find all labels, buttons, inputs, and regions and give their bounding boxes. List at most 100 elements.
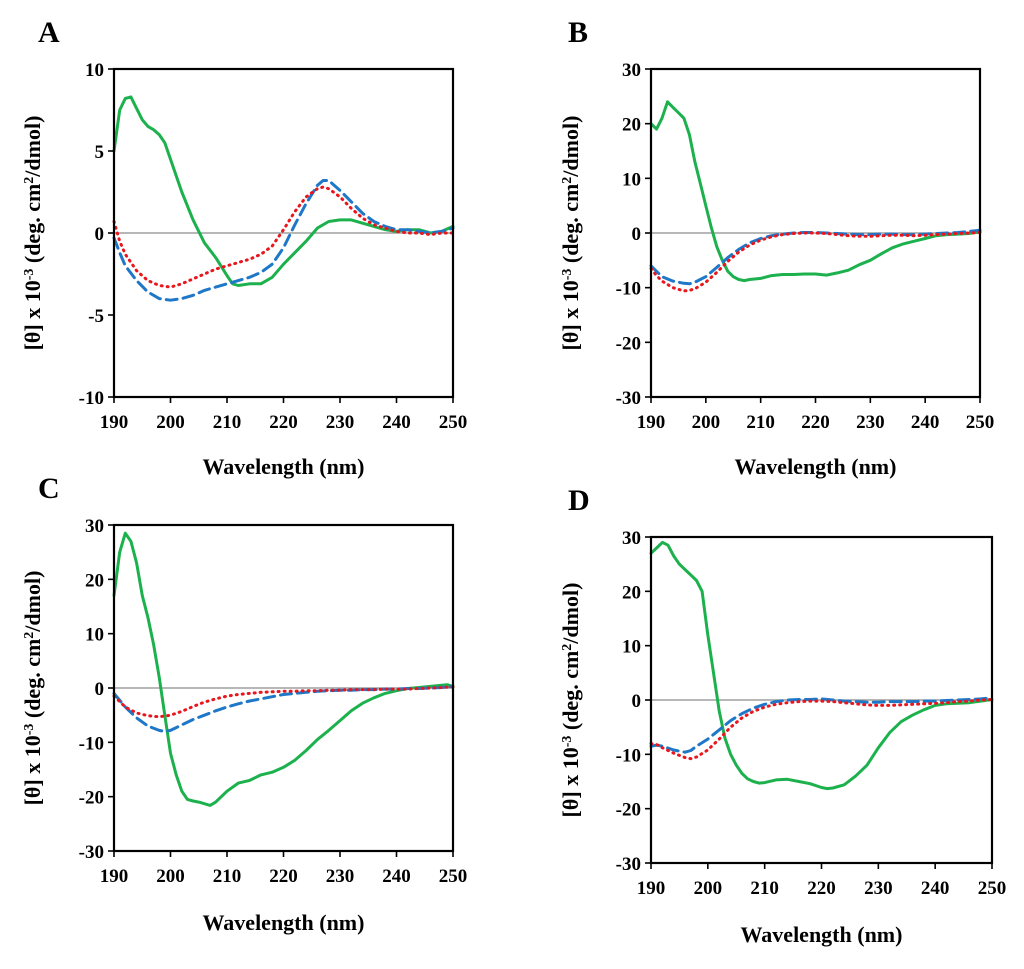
x-tick-label: 210 — [213, 412, 242, 433]
x-tick-label: 200 — [694, 878, 723, 899]
panel-letter: C — [38, 472, 60, 505]
series-green-solid — [649, 540, 994, 791]
panel-letter: A — [38, 16, 60, 49]
series-red-dotted — [112, 185, 455, 289]
y-tick-label: -5 — [88, 306, 104, 327]
y-tick-label: 0 — [95, 679, 105, 700]
y-tick-label: -20 — [616, 333, 641, 354]
y-axis-title-part: /dmol) — [20, 571, 45, 633]
x-tick-label: 200 — [156, 412, 185, 433]
y-tick-label: 30 — [622, 60, 641, 81]
y-tick-label: -30 — [79, 842, 104, 863]
y-axis-title-part: -3 — [22, 269, 37, 281]
y-axis-title: [θ] x 10-3 (deg. cm2/dmol) — [558, 583, 583, 818]
y-tick-label: -10 — [616, 745, 641, 766]
x-tick-label: 250 — [439, 412, 468, 433]
series-red-dotted — [649, 698, 994, 761]
y-tick-label: 30 — [85, 516, 104, 537]
x-tick-label: 190 — [100, 412, 129, 433]
y-tick-label: -30 — [616, 388, 641, 409]
y-axis-title-part: (deg. cm — [558, 651, 583, 736]
x-tick-label: 240 — [382, 866, 411, 887]
x-tick-label: 190 — [637, 412, 666, 433]
y-tick-label: 5 — [95, 142, 105, 163]
y-axis-title-part: 2 — [560, 177, 575, 184]
x-tick-label: 230 — [856, 412, 885, 433]
y-tick-label: -20 — [79, 788, 104, 809]
y-axis-title: [θ] x 10-3 (deg. cm2/dmol) — [20, 571, 45, 806]
x-axis-title: Wavelength (nm) — [741, 922, 903, 947]
series-green-solid — [112, 531, 455, 807]
y-axis-title-part: 2 — [22, 632, 37, 639]
series-red-dotted — [112, 685, 455, 719]
y-tick-label: 0 — [95, 224, 105, 245]
x-tick-label: 190 — [637, 878, 666, 899]
y-tick-label: 10 — [622, 637, 641, 658]
panel-letter: B — [568, 16, 588, 49]
x-tick-label: 240 — [382, 412, 411, 433]
x-tick-label: 200 — [692, 412, 721, 433]
x-tick-label: 210 — [750, 878, 779, 899]
x-tick-label: 230 — [326, 412, 355, 433]
y-tick-label: 10 — [85, 625, 104, 646]
y-axis-title-part: (deg. cm — [20, 184, 45, 269]
y-axis-title-part: (deg. cm — [558, 184, 583, 269]
y-tick-label: 10 — [85, 60, 104, 81]
x-axis-title: Wavelength (nm) — [735, 454, 897, 479]
x-tick-label: 210 — [746, 412, 775, 433]
y-tick-label: -20 — [616, 800, 641, 821]
y-axis-title-part: 2 — [22, 177, 37, 184]
y-axis-title-part: [θ] x 10 — [558, 280, 583, 350]
x-tick-label: 200 — [156, 866, 185, 887]
x-tick-label: 230 — [326, 866, 355, 887]
y-tick-label: -10 — [79, 388, 104, 409]
y-axis-title: [θ] x 10-3 (deg. cm2/dmol) — [558, 116, 583, 351]
panel-c: C 190 200 210 220 230 240 250 30 20 10 0 -10 -20 -30 Wa… — [20, 472, 467, 935]
panel-letter: D — [568, 484, 590, 517]
y-axis-title-part: /dmol) — [558, 583, 583, 645]
panel-b: B 190 200 210 220 230 240 250 30 20 10 0 -10 -20 -30 Wa… — [558, 16, 994, 479]
y-axis-title-part: [θ] x 10 — [20, 280, 45, 350]
panel-a: A 190 200 210 220 230 240 250 10 5 0 -5 -10 Wavelengt… — [20, 16, 467, 479]
y-tick-label: -30 — [616, 854, 641, 875]
y-tick-label: 0 — [632, 691, 642, 712]
x-tick-label: 210 — [213, 866, 242, 887]
series-blue-dashed — [112, 179, 455, 302]
series-blue-dashed — [649, 696, 994, 754]
y-tick-label: 20 — [85, 570, 104, 591]
x-tick-label: 220 — [807, 878, 836, 899]
y-tick-label: 0 — [632, 224, 642, 245]
x-tick-label: 250 — [966, 412, 995, 433]
x-tick-label: 250 — [439, 866, 468, 887]
x-tick-label: 240 — [911, 412, 940, 433]
y-tick-label: 30 — [622, 528, 641, 549]
x-axis-title: Wavelength (nm) — [203, 454, 365, 479]
y-axis-title-part: -3 — [560, 269, 575, 281]
x-tick-label: 220 — [801, 412, 830, 433]
y-axis-title-part: [θ] x 10 — [558, 747, 583, 817]
y-tick-label: -10 — [616, 279, 641, 300]
y-axis-title-part: /dmol) — [558, 116, 583, 178]
y-axis-title-part: 2 — [560, 644, 575, 651]
series-green-solid — [649, 100, 982, 283]
y-axis-title-part: [θ] x 10 — [20, 735, 45, 805]
x-axis-title: Wavelength (nm) — [203, 910, 365, 935]
panel-d: D 190 200 210 220 230 240 250 30 20 10 0 -10 -20 -30 Wa… — [558, 484, 1006, 947]
series-blue-dashed — [112, 684, 455, 733]
x-tick-label: 220 — [269, 412, 298, 433]
x-tick-label: 240 — [921, 878, 950, 899]
y-axis-title-part: /dmol) — [20, 116, 45, 178]
series-red-dotted — [649, 231, 982, 293]
y-tick-label: 10 — [622, 169, 641, 190]
y-axis-title: [θ] x 10-3 (deg. cm2/dmol) — [20, 116, 45, 351]
y-tick-label: 20 — [622, 115, 641, 136]
y-axis-title-part: (deg. cm — [20, 639, 45, 724]
y-tick-label: 20 — [622, 582, 641, 603]
y-tick-label: -10 — [79, 733, 104, 754]
y-axis-title-part: -3 — [560, 736, 575, 748]
x-tick-label: 220 — [269, 866, 298, 887]
y-axis-title-part: -3 — [22, 724, 37, 736]
x-tick-label: 230 — [864, 878, 893, 899]
x-tick-label: 250 — [978, 878, 1007, 899]
